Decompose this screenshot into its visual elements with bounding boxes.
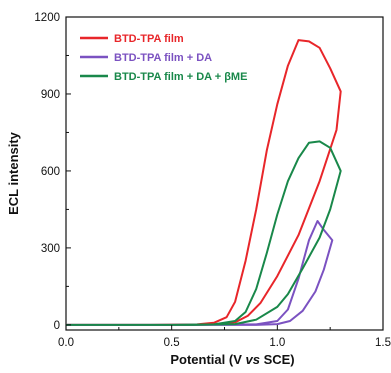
legend-label-1: BTD-TPA film	[114, 33, 184, 45]
y-tick-label: 600	[41, 166, 60, 178]
x-tick-label: 1.5	[375, 337, 391, 349]
x-axis-title: Potential (V vs SCE)	[170, 352, 294, 367]
x-axis-title-part-2: vs	[245, 352, 259, 367]
y-tick-label: 0	[54, 320, 60, 332]
legend-label-2: BTD-TPA film + DA	[114, 52, 212, 64]
x-axis-title-part-3: SCE)	[260, 352, 295, 367]
series-line-1	[66, 39, 342, 326]
y-tick-label: 900	[41, 89, 60, 101]
tick-layer: 0.0 0.5 1.0 1.5 0 300 600 900 1200	[34, 12, 391, 349]
x-tick-label: 1.0	[269, 337, 285, 349]
y-axis-title: ECL intensity	[6, 131, 21, 215]
series-line-3	[66, 140, 342, 326]
y-tick-label: 300	[41, 243, 60, 255]
series-layer	[66, 39, 342, 326]
legend: BTD-TPA film BTD-TPA film + DA BTD-TPA fil…	[80, 33, 247, 83]
legend-label-3: BTD-TPA film + DA + βME	[114, 71, 247, 83]
x-axis-title-part-1: Potential (V	[170, 352, 245, 367]
y-tick-label: 1200	[34, 12, 60, 24]
series-line-2	[66, 220, 334, 326]
x-tick-label: 0.0	[58, 337, 74, 349]
x-tick-label: 0.5	[164, 337, 180, 349]
